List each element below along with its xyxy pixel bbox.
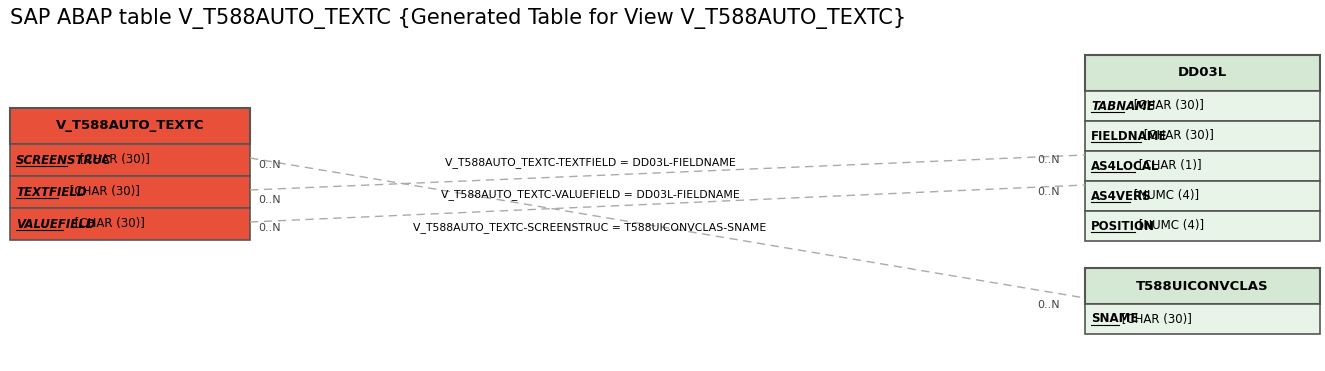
Text: [CHAR (30)]: [CHAR (30)] <box>65 186 139 198</box>
Text: [NUMC (4)]: [NUMC (4)] <box>1136 220 1204 233</box>
Text: 0..N: 0..N <box>258 223 281 233</box>
Text: AS4LOCAL: AS4LOCAL <box>1090 160 1159 173</box>
Text: V_T588AUTO_TEXTC: V_T588AUTO_TEXTC <box>56 119 204 132</box>
Bar <box>1085 55 1320 91</box>
Text: [CHAR (1)]: [CHAR (1)] <box>1136 160 1202 173</box>
Text: 0..N: 0..N <box>1037 300 1060 310</box>
Bar <box>11 144 250 176</box>
Text: [NUMC (4)]: [NUMC (4)] <box>1129 190 1199 203</box>
Text: 0..N: 0..N <box>1037 155 1060 165</box>
Bar <box>1085 211 1320 241</box>
Text: [CHAR (30)]: [CHAR (30)] <box>1129 99 1203 112</box>
Bar <box>1085 121 1320 151</box>
Bar <box>1085 181 1320 211</box>
Bar <box>11 208 250 240</box>
Text: V_T588AUTO_TEXTC-VALUEFIELD = DD03L-FIELDNAME: V_T588AUTO_TEXTC-VALUEFIELD = DD03L-FIEL… <box>441 189 739 200</box>
Text: TABNAME: TABNAME <box>1090 99 1155 112</box>
Text: 0..N: 0..N <box>258 195 281 205</box>
Bar <box>1085 268 1320 304</box>
Text: TEXTFIELD: TEXTFIELD <box>16 186 86 198</box>
Text: [CHAR (30)]: [CHAR (30)] <box>1141 129 1215 142</box>
Text: V_T588AUTO_TEXTC-SCREENSTRUC = T588UICONVCLAS-SNAME: V_T588AUTO_TEXTC-SCREENSTRUC = T588UICON… <box>413 222 767 233</box>
Text: [CHAR (30)]: [CHAR (30)] <box>72 217 144 230</box>
Text: SNAME: SNAME <box>1090 312 1138 325</box>
Text: SCREENSTRUC: SCREENSTRUC <box>16 154 111 167</box>
Text: FIELDNAME: FIELDNAME <box>1090 129 1167 142</box>
Text: AS4VERS: AS4VERS <box>1090 190 1151 203</box>
Text: T588UICONVCLAS: T588UICONVCLAS <box>1136 279 1269 292</box>
Bar <box>1085 304 1320 334</box>
Bar <box>1085 91 1320 121</box>
Text: DD03L: DD03L <box>1178 66 1227 79</box>
Text: [CHAR (30)]: [CHAR (30)] <box>77 154 150 167</box>
Text: V_T588AUTO_TEXTC-TEXTFIELD = DD03L-FIELDNAME: V_T588AUTO_TEXTC-TEXTFIELD = DD03L-FIELD… <box>445 157 735 168</box>
Text: SAP ABAP table V_T588AUTO_TEXTC {Generated Table for View V_T588AUTO_TEXTC}: SAP ABAP table V_T588AUTO_TEXTC {Generat… <box>11 8 906 29</box>
Bar <box>11 176 250 208</box>
Text: POSITION: POSITION <box>1090 220 1155 233</box>
Text: 0..N: 0..N <box>258 160 281 170</box>
Text: 0..N: 0..N <box>1037 187 1060 197</box>
Text: [CHAR (30)]: [CHAR (30)] <box>1118 312 1192 325</box>
Text: VALUEFIELD: VALUEFIELD <box>16 217 95 230</box>
Bar <box>11 108 250 144</box>
Bar <box>1085 151 1320 181</box>
